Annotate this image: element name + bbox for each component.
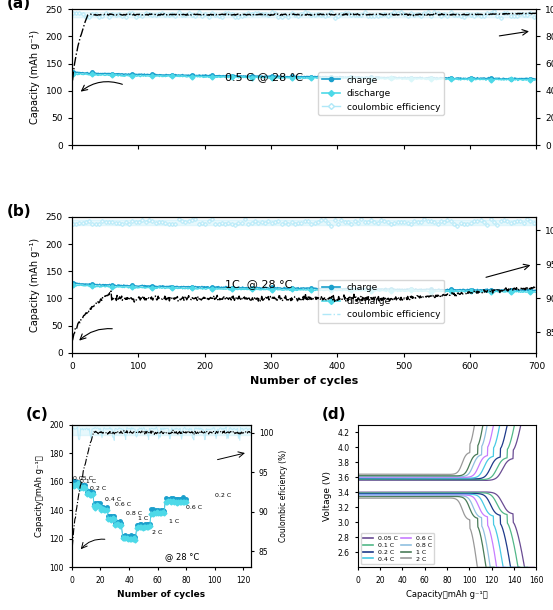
Legend: 0.05 C, 0.1 C, 0.2 C, 0.4 C, 0.6 C, 0.8 C, 1 C, 2 C: 0.05 C, 0.1 C, 0.2 C, 0.4 C, 0.6 C, 0.8 … — [361, 533, 435, 564]
Text: (b): (b) — [7, 204, 32, 218]
Y-axis label: Coulombic eficiency (%): Coulombic eficiency (%) — [279, 450, 288, 542]
Text: 0.8 C: 0.8 C — [126, 511, 142, 515]
Text: @ 28 °C: @ 28 °C — [165, 551, 199, 561]
X-axis label: Capacity（mAh g⁻¹）: Capacity（mAh g⁻¹） — [406, 590, 488, 599]
X-axis label: Number of cycles: Number of cycles — [250, 376, 358, 386]
Y-axis label: Voltage (V): Voltage (V) — [323, 471, 332, 521]
Text: 1C  @ 28 °C: 1C @ 28 °C — [225, 279, 293, 290]
Y-axis label: Capacity (mAh g⁻¹): Capacity (mAh g⁻¹) — [30, 30, 40, 124]
Text: 0.1 C: 0.1 C — [81, 479, 97, 484]
Text: (c): (c) — [25, 407, 48, 422]
Legend: charge, discharge, coulombic efficiency: charge, discharge, coulombic efficiency — [318, 72, 444, 115]
Y-axis label: Capacity（mAh g⁻¹）: Capacity（mAh g⁻¹） — [34, 455, 44, 537]
Text: 0.5 C @ 28 °C: 0.5 C @ 28 °C — [225, 72, 303, 82]
Text: 0.2 C: 0.2 C — [215, 493, 231, 498]
X-axis label: Number of cycles: Number of cycles — [117, 590, 205, 599]
Text: 2 C: 2 C — [152, 531, 162, 536]
Legend: charge, discharge, coulombic efficiency: charge, discharge, coulombic efficiency — [318, 279, 444, 323]
Text: 0.6 C: 0.6 C — [115, 502, 131, 507]
Text: (a): (a) — [7, 0, 31, 11]
Text: 0.05 C: 0.05 C — [74, 476, 93, 481]
Text: (d): (d) — [322, 407, 347, 422]
Text: 1 C: 1 C — [169, 519, 179, 524]
Y-axis label: Capacity (mAh g⁻¹): Capacity (mAh g⁻¹) — [30, 238, 40, 332]
Text: 0.2 C: 0.2 C — [91, 486, 107, 491]
Text: 1 C: 1 C — [138, 516, 148, 521]
Text: 0.6 C: 0.6 C — [186, 505, 202, 510]
Text: 0.4 C: 0.4 C — [105, 497, 121, 502]
